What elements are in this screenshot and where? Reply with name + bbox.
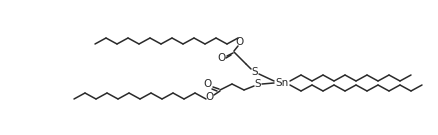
Text: S: S bbox=[252, 67, 258, 77]
Text: Sn: Sn bbox=[276, 78, 289, 88]
Text: O: O bbox=[218, 53, 226, 63]
Text: S: S bbox=[254, 79, 261, 89]
Text: O: O bbox=[204, 79, 212, 89]
Text: O: O bbox=[236, 37, 244, 47]
Text: O: O bbox=[206, 92, 214, 102]
